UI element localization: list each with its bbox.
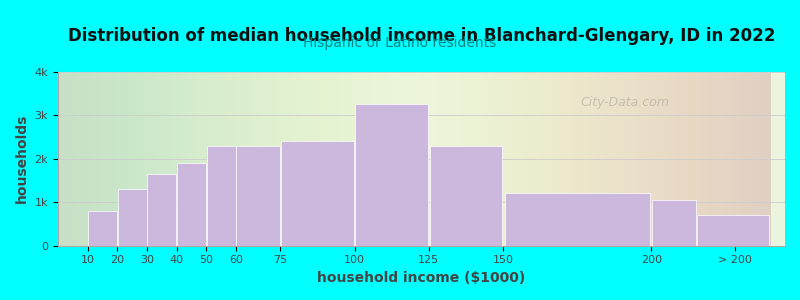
Bar: [505, 194, 650, 246]
Text: City-Data.com: City-Data.com: [581, 96, 670, 110]
Text: Hispanic or Latino residents: Hispanic or Latino residents: [303, 36, 497, 50]
Bar: [118, 189, 146, 246]
Bar: [697, 215, 770, 246]
Bar: [237, 146, 280, 246]
X-axis label: household income ($1000): household income ($1000): [318, 271, 526, 285]
Bar: [147, 174, 176, 246]
Bar: [430, 146, 502, 246]
Bar: [206, 146, 236, 246]
Bar: [177, 163, 206, 246]
Y-axis label: households: households: [15, 114, 29, 203]
Bar: [282, 141, 354, 246]
Bar: [88, 211, 117, 246]
Title: Distribution of median household income in Blanchard-Glengary, ID in 2022: Distribution of median household income …: [68, 27, 775, 45]
Bar: [355, 104, 428, 246]
Bar: [652, 200, 695, 246]
